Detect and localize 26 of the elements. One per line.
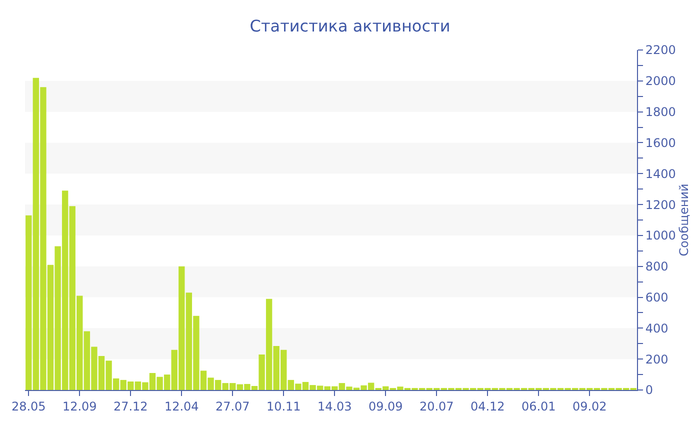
y-tick-label: 200	[645, 352, 668, 366]
y-tick-label: 1200	[645, 198, 676, 212]
y-tick-label: 600	[645, 290, 668, 304]
y-tick-label: 0	[645, 383, 654, 398]
x-tick-label: 12.09	[62, 399, 97, 414]
y-tick-label: 2000	[645, 74, 676, 88]
x-tick-label: 27.12	[113, 399, 148, 414]
y-tick-label: 2200	[645, 43, 676, 58]
x-tick-label: 27.07	[215, 399, 250, 414]
y-tick-label: 1600	[645, 136, 676, 150]
x-tick-label: 28.05	[11, 399, 46, 414]
x-tick-label: 09.09	[368, 399, 403, 414]
y-tick-label: 1000	[645, 228, 676, 243]
x-tick-label: 09.02	[572, 399, 607, 414]
x-tick-label: 06.01	[521, 399, 556, 414]
y-tick-label: 400	[645, 321, 668, 336]
y-tick-label: 800	[645, 260, 668, 274]
x-tick-label: 12.04	[164, 399, 199, 414]
y-tick-label: 1800	[645, 105, 676, 120]
x-tick-label: 10.11	[266, 399, 301, 414]
y-tick-label: 1400	[645, 166, 676, 181]
x-tick-label: 20.07	[419, 399, 454, 414]
x-tick-label: 14.03	[317, 399, 352, 414]
chart-title: Статистика активности	[250, 16, 450, 36]
x-tick-label: 04.12	[470, 399, 505, 414]
y-axis-title: Сообщений	[676, 184, 691, 256]
